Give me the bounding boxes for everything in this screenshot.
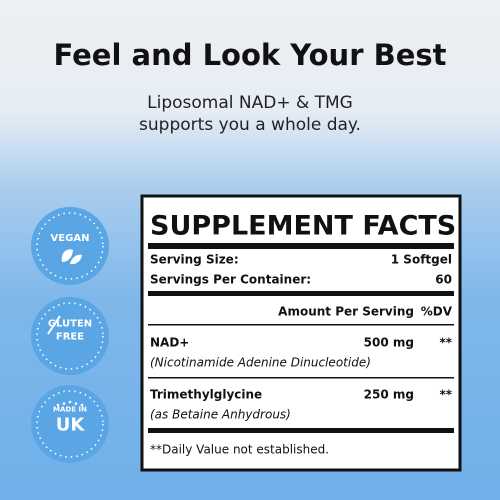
- badge-text: GLUTEN: [48, 319, 92, 330]
- rule: [148, 428, 454, 433]
- label: Servings Per Container:: [150, 273, 311, 287]
- badge-ring: [36, 302, 104, 370]
- wheat-icon: [47, 315, 61, 335]
- ingredient-note: (as Betaine Anhydrous): [150, 408, 291, 422]
- rule: [148, 324, 454, 326]
- star: [62, 402, 66, 405]
- value: 60: [435, 273, 452, 287]
- badge: [31, 207, 109, 285]
- value: 1 Softgel: [391, 253, 452, 267]
- dv: **: [439, 336, 452, 350]
- badge: [31, 385, 109, 463]
- star: [56, 403, 60, 407]
- badge-text: VEGAN: [51, 233, 90, 244]
- star: [80, 403, 84, 407]
- badge-ring: [36, 390, 104, 458]
- label: Serving Size:: [150, 253, 239, 267]
- subtitle: Liposomal NAD+ & TMG: [147, 93, 353, 113]
- footnote: **Daily Value not established.: [150, 443, 329, 457]
- star: [68, 400, 72, 404]
- facts-title: SUPPLEMENT FACTS: [150, 211, 456, 242]
- rule: [148, 243, 454, 249]
- badge-text: UK: [56, 415, 86, 436]
- badge: [31, 297, 109, 375]
- column-header: Amount Per Serving: [278, 305, 414, 319]
- badge-ring: [36, 212, 104, 280]
- rule: [148, 377, 454, 379]
- column-header: %DV: [421, 305, 453, 319]
- ingredient-name: Trimethylglycine: [150, 388, 262, 402]
- badge-text: FREE: [56, 332, 84, 343]
- facts-panel: SUPPLEMENT FACTS Serving Size: 1 Softgel…: [140, 194, 462, 472]
- ingredient-name: NAD+: [150, 336, 189, 350]
- badge-text: MADE IN: [53, 406, 87, 414]
- rule: [148, 291, 454, 296]
- amount: 250 mg: [364, 388, 414, 402]
- title: Feel and Look Your Best: [54, 38, 447, 72]
- leaf-icon: [61, 249, 82, 265]
- star: [74, 402, 78, 405]
- amount: 500 mg: [364, 336, 414, 350]
- ingredient-note: (Nicotinamide Adenine Dinucleotide): [150, 356, 371, 370]
- subtitle: supports you a whole day.: [139, 115, 361, 135]
- facts-box: [140, 194, 462, 472]
- dv: **: [439, 388, 452, 402]
